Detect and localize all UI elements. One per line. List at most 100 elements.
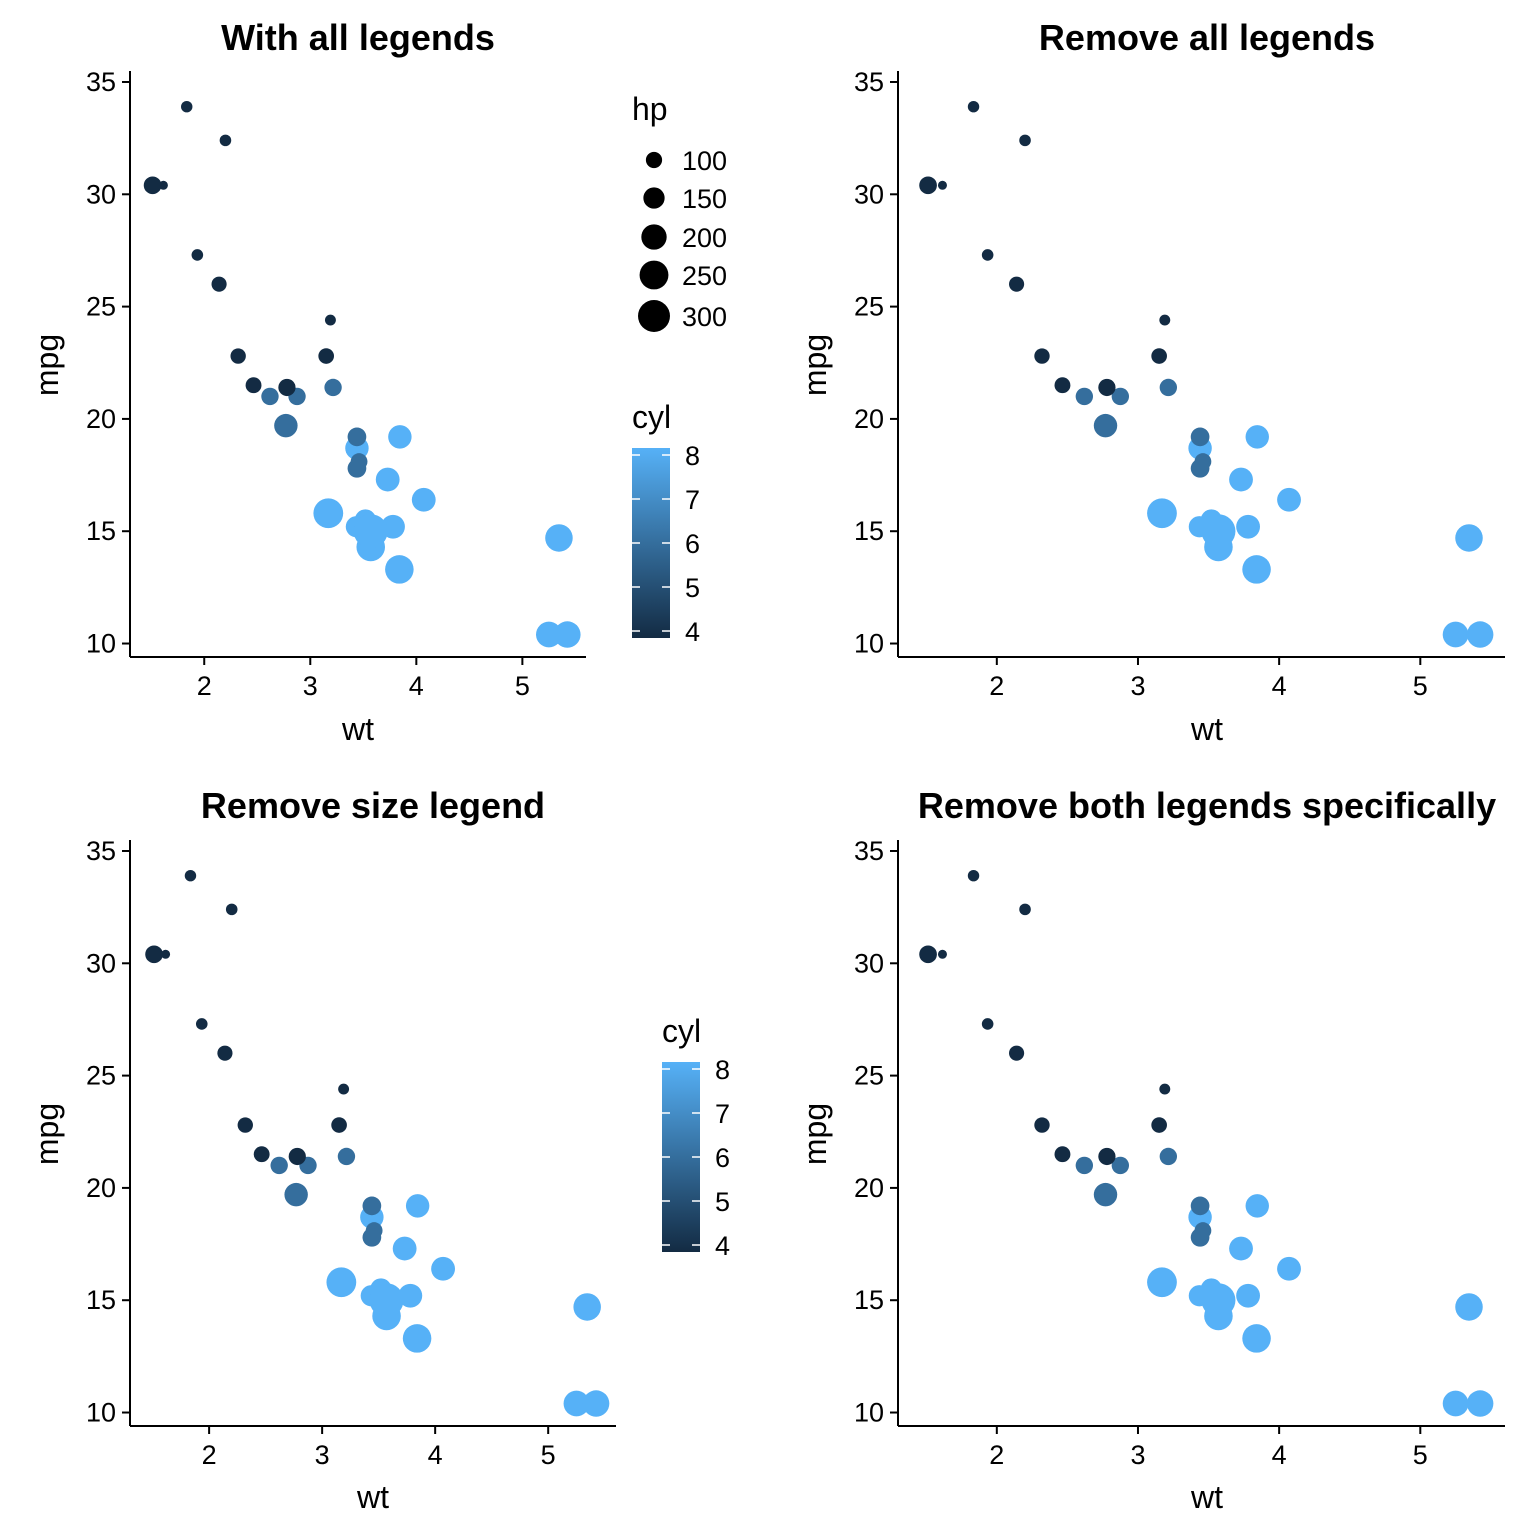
scatter-point	[582, 1390, 610, 1417]
scatter-point	[1455, 524, 1483, 552]
x-tick-label: 3	[303, 671, 318, 701]
scatter-point	[1190, 1196, 1210, 1216]
scatter-point	[1147, 1267, 1177, 1298]
scatter-point	[1236, 1283, 1260, 1308]
size-legend-label: 250	[682, 261, 727, 291]
panel-with-all-legends: With all legends 10 15 20 25 30 35 2 3 4 5 wt mpg hp 1…	[29, 17, 727, 747]
size-legend-label: 150	[682, 184, 727, 214]
y-tick-label: 15	[854, 1285, 884, 1315]
scatter-point	[1242, 1324, 1271, 1353]
color-legend-label: 4	[685, 617, 700, 647]
scatter-point	[402, 1324, 432, 1353]
scatter-point	[545, 524, 573, 552]
scatter-point	[1093, 1182, 1118, 1207]
x-tick-label: 4	[409, 671, 424, 701]
x-tick-label: 3	[1130, 671, 1145, 701]
x-tick-label: 5	[541, 1440, 556, 1470]
scatter-point	[1229, 467, 1253, 492]
scatter-point	[326, 1267, 357, 1298]
scatter-point	[158, 180, 168, 190]
scatter-point	[405, 1194, 430, 1218]
color-legend-label: 4	[715, 1231, 730, 1261]
scatter-point	[274, 413, 298, 438]
scatter-point	[1190, 458, 1210, 478]
scatter-point	[338, 1083, 350, 1095]
panel-title: With all legends	[221, 17, 495, 58]
scatter-point	[1159, 378, 1178, 397]
scatter-point	[1245, 1194, 1269, 1218]
scatter-point	[1009, 276, 1025, 292]
scatter-point	[1245, 425, 1269, 449]
color-legend-title: cyl	[662, 1013, 701, 1049]
scatter-point	[981, 249, 994, 261]
y-tick-label: 35	[86, 836, 116, 866]
y-tick-label: 10	[86, 1398, 116, 1428]
y-tick-label: 15	[854, 516, 884, 546]
x-tick-label: 4	[428, 1440, 443, 1470]
scatter-point	[217, 1045, 233, 1061]
y-tick-label: 35	[86, 67, 116, 97]
size-legend-key	[638, 300, 670, 332]
scatter-point	[211, 276, 227, 292]
scatter-point	[1159, 1147, 1178, 1166]
scatter-point	[431, 1256, 455, 1281]
scatter-point	[937, 180, 947, 190]
color-legend-label: 8	[715, 1055, 730, 1085]
scatter-point	[230, 348, 246, 364]
scatter-point	[1034, 1117, 1050, 1133]
scatter-point	[284, 1182, 308, 1207]
y-tick-label: 10	[854, 629, 884, 659]
panel-title: Remove size legend	[201, 785, 545, 826]
color-legend-label: 8	[685, 441, 700, 471]
x-tick-label: 2	[989, 671, 1004, 701]
x-tick-label: 2	[197, 671, 212, 701]
panel-remove-both-legends-specifically: Remove both legends specifically10152025…	[797, 785, 1505, 1515]
scatter-point	[191, 249, 204, 261]
scatter-point	[253, 1146, 270, 1163]
x-tick-label: 5	[1413, 671, 1428, 701]
scatter-point	[1111, 387, 1130, 406]
scatter-point	[324, 378, 342, 397]
scatter-point	[536, 621, 562, 648]
y-tick-label: 35	[854, 836, 884, 866]
scatter-point	[1009, 1045, 1025, 1061]
y-tick-label: 15	[86, 516, 116, 546]
scatter-point	[1054, 377, 1071, 394]
scatter-point	[245, 377, 262, 394]
scatter-point	[324, 314, 336, 326]
size-legend-key	[643, 187, 665, 209]
y-tick-label: 20	[854, 1173, 884, 1203]
scatter-point	[1442, 621, 1469, 648]
scatter-point	[225, 903, 238, 916]
scatter-point	[1466, 1390, 1494, 1417]
x-tick-label: 5	[515, 671, 530, 701]
scatter-point	[1098, 378, 1116, 397]
y-tick-label: 25	[854, 1061, 884, 1091]
y-axis-title: mpg	[29, 334, 65, 396]
x-tick-label: 2	[989, 1440, 1004, 1470]
y-tick-label: 20	[86, 404, 116, 434]
size-legend-key	[641, 224, 667, 250]
scatter-point	[181, 100, 193, 113]
y-axis-title: mpg	[797, 1103, 833, 1165]
scatter-point	[145, 945, 163, 964]
scatter-point	[1201, 514, 1236, 549]
color-legend-label: 6	[715, 1143, 730, 1173]
scatter-point	[1242, 555, 1271, 584]
x-axis-title: wt	[1190, 711, 1223, 747]
panel-title: Remove all legends	[1039, 17, 1375, 58]
scatter-point	[331, 1117, 347, 1133]
scatter-point	[1147, 498, 1177, 529]
scatter-point	[347, 458, 367, 478]
scatter-point	[1442, 1390, 1469, 1417]
y-tick-label: 25	[86, 1061, 116, 1091]
color-legend-label: 5	[715, 1187, 730, 1217]
scatter-point	[237, 1117, 253, 1133]
x-tick-label: 3	[1130, 1440, 1145, 1470]
scatter-point	[1151, 348, 1167, 364]
scatter-point	[385, 555, 414, 584]
y-axis-title: mpg	[29, 1103, 65, 1165]
y-axis-title: mpg	[797, 334, 833, 396]
scatter-point	[1201, 1283, 1236, 1318]
color-legend-label: 7	[715, 1099, 730, 1129]
